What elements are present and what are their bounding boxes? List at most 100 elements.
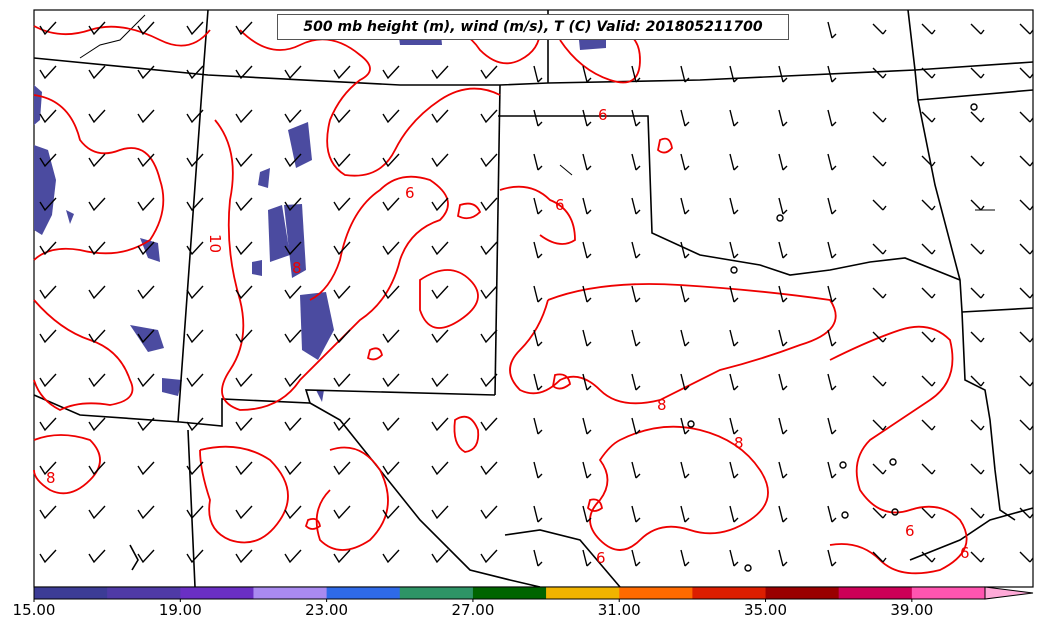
wind-barb [235,109,253,124]
wind-barb [582,65,592,83]
wind-barb [137,461,155,476]
wind-barb [827,549,837,567]
wind-barb [88,549,106,564]
wind-barb [431,153,449,168]
wind-barb [872,419,887,431]
wind-barb [186,417,204,432]
colorbar-segment [107,587,181,599]
wind-barb [333,197,351,212]
wind-barb [284,197,302,212]
wind-barb [137,65,155,80]
contour-label: 6 [555,196,565,214]
wind-barb [186,153,204,168]
colorbar-tick-label: 15.00 [12,601,56,619]
wind-barb [680,153,690,171]
wind-barb [970,155,985,167]
wind-barb [1019,111,1034,123]
wind-barb [431,109,449,124]
wind-barb [827,65,837,83]
wind-barb [582,153,592,171]
wind-barb [872,23,887,35]
colorbar-segment [765,587,840,599]
contour-label: 8 [46,469,56,487]
wind-barb [186,461,204,476]
wind-barb [333,329,351,344]
wind-barb [382,549,400,564]
colorbar [33,586,1034,602]
wind-barb [39,21,57,36]
wind-barb [431,197,449,212]
wind-barb [921,243,936,255]
wind-barb [333,241,351,256]
wind-barb [533,549,543,567]
wind-barb [284,241,302,256]
wind-barb [235,153,253,168]
wind-barb [235,21,253,36]
contour-label: 6 [905,522,915,540]
wind-barb [431,461,449,476]
wind-barb [631,285,641,303]
wind-barb [137,373,155,388]
wind-barb [480,153,498,168]
wind-barb [533,461,543,479]
wind-barb [333,505,351,520]
wind-barb [1019,463,1034,475]
wind-barb [235,461,253,476]
wind-barb [382,373,400,388]
wind-barb [431,329,449,344]
wind-barb [872,287,887,299]
wind-barb [827,109,837,127]
wind-barb [921,463,936,475]
wind-barb [382,241,400,256]
wind-barb [137,505,155,520]
wind-barb [480,329,498,344]
wind-barb [680,241,690,259]
wind-barb [970,67,985,79]
wind-barb [582,241,592,259]
wind-barb [382,65,400,80]
wind-barb [729,329,739,347]
wind-barb [1019,243,1034,255]
wind-barb [1019,375,1034,387]
wind-barb [631,549,641,567]
wind-barb [729,549,739,567]
wind-barb [137,153,155,168]
state-boundaries [33,9,1034,588]
wind-barb [39,285,57,300]
wind-barb [480,285,498,300]
wind-barb [88,109,106,124]
wind-barb [533,109,543,127]
wind-barb [729,153,739,171]
colorbar-extend-arrow [984,586,1034,600]
wind-barb [872,67,887,79]
wind-barb [631,373,641,391]
wind-barb [431,285,449,300]
wind-barb [382,285,400,300]
wind-barb [235,285,253,300]
wind-barb [533,241,543,259]
colorbar-tick-label: 27.00 [451,601,495,619]
colorbar-segment [180,587,254,599]
wind-barb [729,461,739,479]
wind-barb [680,505,690,523]
wind-barb [921,375,936,387]
wind-barb [186,197,204,212]
wind-barb [235,417,253,432]
wind-barb [970,243,985,255]
contour-label: 10 [206,234,224,253]
wind-barb [533,197,543,215]
wind-barb [431,241,449,256]
wind-barb [333,153,351,168]
wind-barb [88,153,106,168]
wind-barb [39,549,57,564]
colorbar-segment [34,587,108,599]
wind-barb [872,243,887,255]
wind-barb [872,507,887,519]
wind-barb [680,285,690,303]
wind-barb [729,241,739,259]
wind-barb [921,331,936,343]
wind-barb [970,111,985,123]
calm-wind-circles [687,103,978,572]
wind-barb [284,109,302,124]
